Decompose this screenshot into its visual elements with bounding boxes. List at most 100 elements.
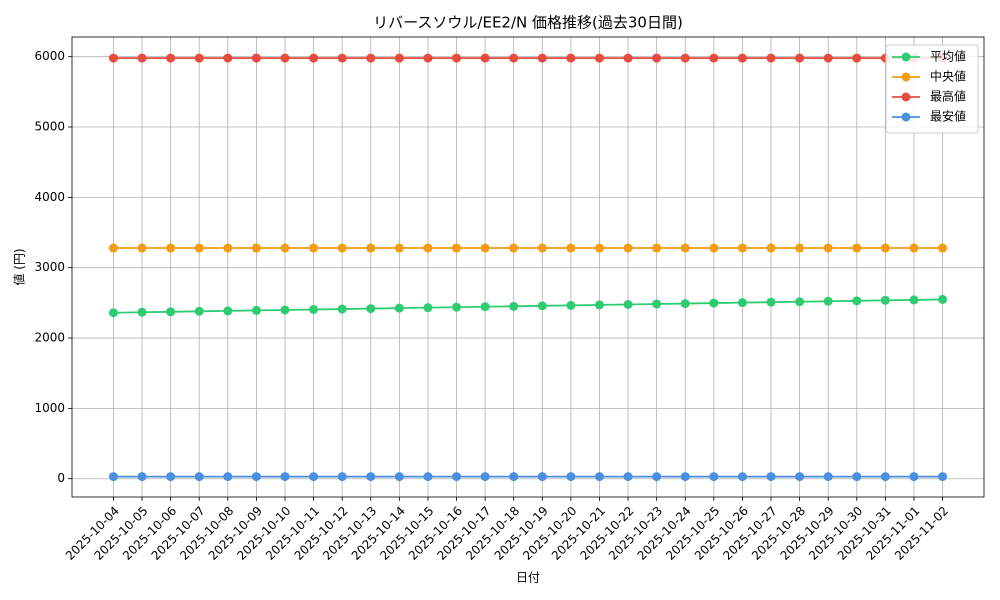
data-point (795, 53, 805, 63)
data-point (909, 472, 919, 482)
data-point (480, 472, 490, 482)
data-point (652, 299, 662, 309)
data-point (166, 472, 176, 482)
plot (108, 53, 948, 482)
data-point (852, 243, 862, 253)
data-point (423, 53, 433, 63)
data-point (652, 472, 662, 482)
data-point (909, 295, 919, 305)
data-point (366, 53, 376, 63)
y-tick-label: 4000 (34, 190, 65, 204)
x-axis-label: 日付 (516, 571, 540, 585)
data-point (394, 53, 404, 63)
data-point (394, 472, 404, 482)
data-point (309, 472, 319, 482)
data-point (537, 53, 547, 63)
data-point (337, 243, 347, 253)
data-point (280, 472, 290, 482)
data-point (623, 53, 633, 63)
data-point (137, 243, 147, 253)
data-point (223, 53, 233, 63)
grid: 01000200030004000500060002025-10-042025-… (34, 37, 984, 563)
data-point (452, 472, 462, 482)
data-point (594, 53, 604, 63)
data-point (823, 243, 833, 253)
data-point (309, 243, 319, 253)
data-point (137, 472, 147, 482)
data-point (852, 472, 862, 482)
data-point (566, 53, 576, 63)
data-point (194, 306, 204, 316)
data-point (680, 299, 690, 309)
data-point (623, 472, 633, 482)
data-point (680, 243, 690, 253)
data-point (509, 301, 519, 311)
data-point (623, 243, 633, 253)
data-point (280, 243, 290, 253)
legend-marker (901, 72, 911, 82)
data-point (309, 53, 319, 63)
legend-label: 最安値 (930, 109, 966, 124)
data-point (423, 303, 433, 313)
y-tick-label: 0 (57, 471, 65, 485)
data-point (852, 296, 862, 306)
data-point (795, 472, 805, 482)
data-point (938, 294, 948, 304)
data-point (823, 472, 833, 482)
data-point (823, 296, 833, 306)
data-point (480, 243, 490, 253)
data-point (566, 243, 576, 253)
data-point (537, 301, 547, 311)
data-point (223, 472, 233, 482)
data-point (337, 472, 347, 482)
data-point (880, 243, 890, 253)
data-point (194, 472, 204, 482)
data-point (766, 297, 776, 307)
data-point (709, 243, 719, 253)
data-point (594, 243, 604, 253)
data-point (280, 305, 290, 315)
data-point (108, 472, 118, 482)
data-point (795, 297, 805, 307)
legend-marker (901, 52, 911, 62)
legend-label: 平均値 (930, 49, 966, 64)
data-point (680, 53, 690, 63)
data-point (880, 295, 890, 305)
data-point (251, 243, 261, 253)
y-axis-label: 値 (円) (12, 248, 27, 285)
data-point (194, 53, 204, 63)
data-point (709, 298, 719, 308)
data-point (509, 243, 519, 253)
data-point (137, 53, 147, 63)
data-point (766, 243, 776, 253)
data-point (537, 243, 547, 253)
data-point (938, 472, 948, 482)
data-point (251, 53, 261, 63)
data-point (566, 300, 576, 310)
data-point (480, 53, 490, 63)
data-point (108, 53, 118, 63)
data-point (509, 53, 519, 63)
data-point (251, 472, 261, 482)
data-point (280, 53, 290, 63)
data-point (623, 299, 633, 309)
data-point (394, 303, 404, 313)
series-line (113, 298, 943, 314)
data-point (394, 243, 404, 253)
data-point (737, 298, 747, 308)
data-point (194, 243, 204, 253)
y-tick-label: 5000 (34, 120, 65, 134)
data-point (709, 472, 719, 482)
data-point (223, 243, 233, 253)
data-point (709, 53, 719, 63)
data-point (366, 472, 376, 482)
data-point (337, 304, 347, 314)
legend-label: 中央値 (930, 69, 966, 84)
data-point (251, 305, 261, 315)
data-point (938, 243, 948, 253)
data-point (452, 243, 462, 253)
y-tick-label: 2000 (34, 331, 65, 345)
data-point (537, 472, 547, 482)
